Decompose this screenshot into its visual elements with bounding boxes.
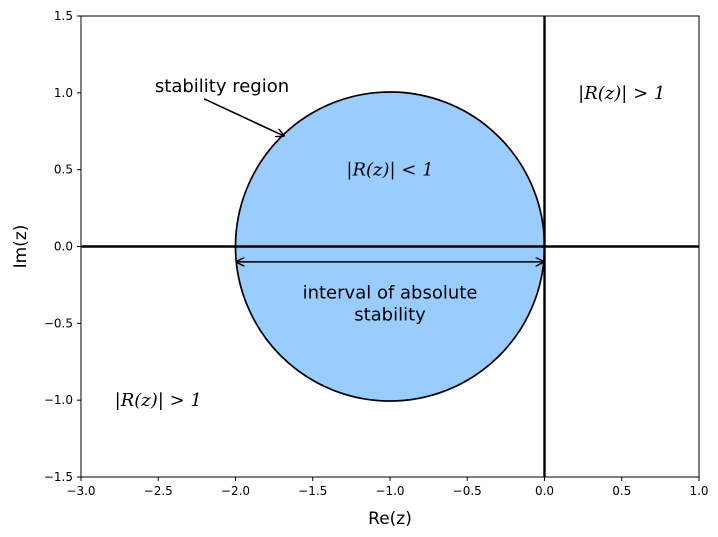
annotations: |R(z)| < 1 |R(z)| > 1 |R(z)| > 1 stability … xyxy=(115,76,666,411)
annotation-outside-left: |R(z)| > 1 xyxy=(115,390,202,411)
stability-region-arrow xyxy=(203,98,284,136)
y-tick-label: 1.0 xyxy=(54,86,73,100)
x-tick-label: −3.0 xyxy=(66,484,95,498)
y-tick-label: −0.5 xyxy=(44,316,73,330)
annotation-interval-label: interval of absolute stability xyxy=(303,282,478,325)
x-axis-title: Re(z) xyxy=(368,509,412,529)
annotation-inside: |R(z)| < 1 xyxy=(346,160,433,181)
annotation-region-label: stability region xyxy=(155,76,289,97)
y-axis-title: Im(z) xyxy=(11,225,31,269)
x-tick-label: −0.5 xyxy=(453,484,482,498)
y-tick-label: −1.0 xyxy=(44,393,73,407)
y-tick-label: 1.5 xyxy=(54,9,73,23)
x-tick-label: 1.0 xyxy=(689,484,708,498)
plot-area xyxy=(80,15,700,478)
x-tick-label: −2.0 xyxy=(221,484,250,498)
x-tick-label: −1.5 xyxy=(298,484,327,498)
y-tick-label: 0.5 xyxy=(54,163,73,177)
x-tick-label: 0.5 xyxy=(612,484,631,498)
x-tick-label: −1.0 xyxy=(375,484,404,498)
y-axis-ticks: −1.5 −1.0 −0.5 0.0 0.5 1.0 1.5 xyxy=(44,9,81,484)
y-tick-label: −1.5 xyxy=(44,470,73,484)
x-tick-label: −2.5 xyxy=(144,484,173,498)
y-tick-label: 0.0 xyxy=(54,240,73,254)
x-axis-ticks: −3.0 −2.5 −2.0 −1.5 −1.0 −0.5 0.0 0.5 1.0 xyxy=(66,477,709,498)
annotation-outside-right: |R(z)| > 1 xyxy=(578,83,665,104)
x-tick-label: 0.0 xyxy=(535,484,554,498)
